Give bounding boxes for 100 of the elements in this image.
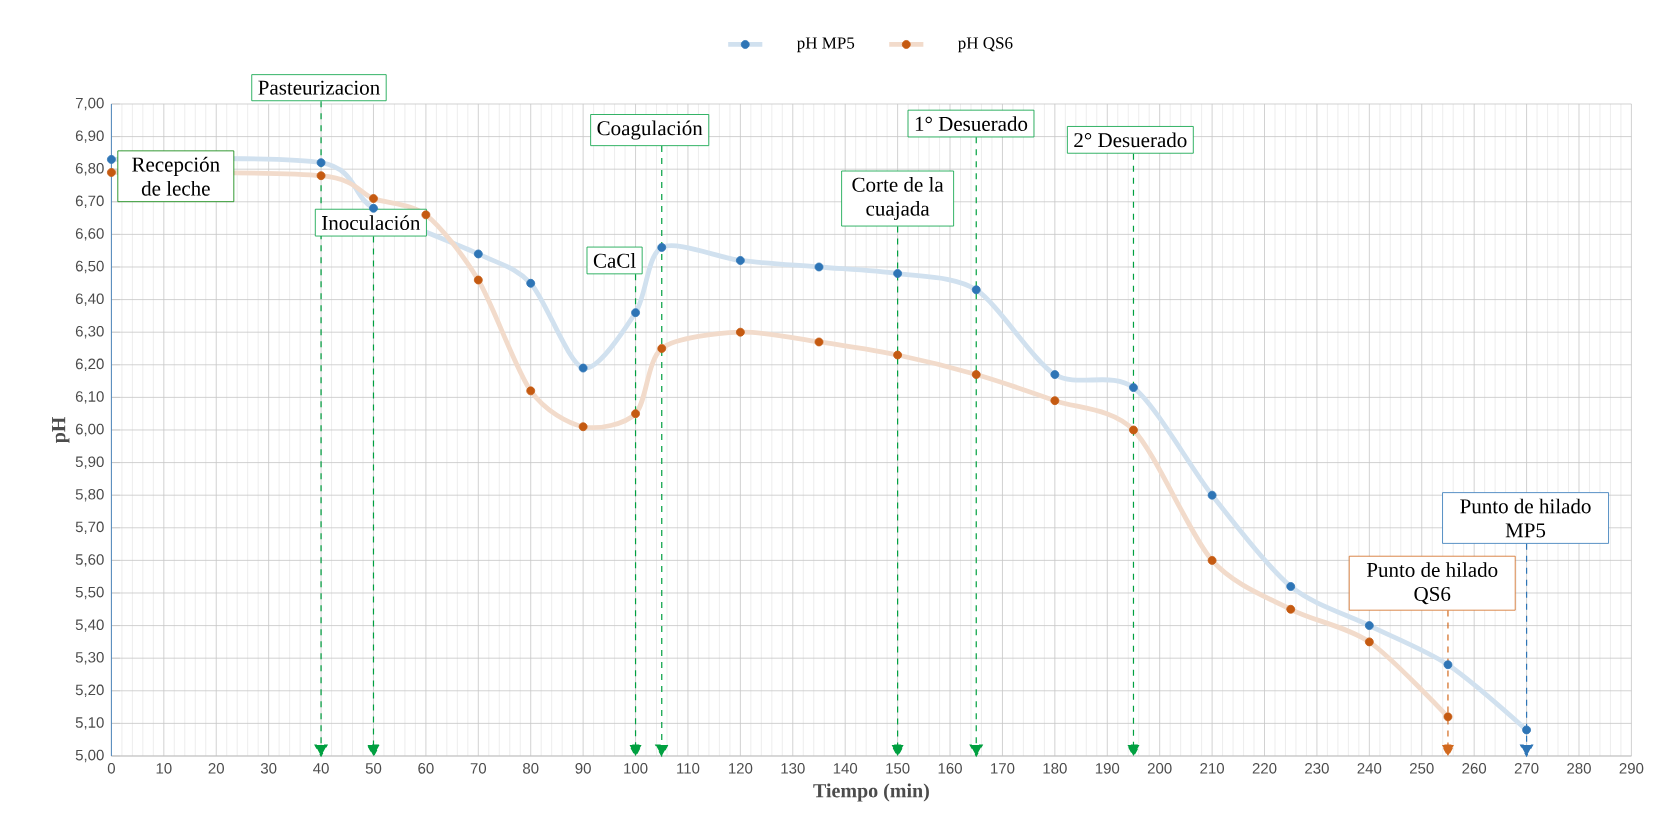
x-tick-label: 100 (624, 763, 648, 774)
x-tick-label: 70 (470, 763, 487, 774)
point (1364, 621, 1374, 630)
y-tick-label: 6,40 (75, 293, 104, 306)
y-tick-label: 6,30 (75, 325, 104, 339)
y-tick-label: 6,90 (75, 130, 104, 143)
x-tick-label: 110 (677, 763, 700, 774)
point (107, 155, 116, 164)
legend-label: pH MP5 (797, 37, 855, 53)
point (1443, 660, 1453, 670)
point (893, 350, 903, 360)
x-tick-label: 0 (107, 763, 115, 774)
x-tick-label: 140 (833, 763, 858, 774)
point (1207, 490, 1217, 500)
legend-label: pH QS6 (958, 37, 1013, 53)
point (421, 210, 431, 220)
x-axis-title: Tiempo (min) (813, 783, 929, 802)
point (578, 363, 588, 373)
point (1364, 637, 1374, 647)
point (578, 422, 588, 432)
y-axis-title: pH (52, 416, 70, 444)
annotation: Recepción de leche (132, 156, 220, 196)
point (735, 256, 745, 265)
y-tick-label: 5,10 (75, 717, 104, 730)
y-tick-label: 5,60 (75, 554, 104, 567)
y-tick-label: 5,70 (75, 521, 104, 534)
y-tick-label: 5,40 (75, 619, 104, 632)
y-tick-label: 5,50 (75, 586, 104, 600)
ref-line-label: 1° Desuerado (915, 116, 1028, 131)
x-tick-label: 170 (991, 763, 1015, 774)
x-tick-label: 260 (1462, 763, 1487, 774)
x-tick-label: 130 (781, 763, 805, 774)
x-tick-label: 250 (1409, 763, 1434, 774)
x-tick-label: 120 (728, 763, 753, 774)
x-tick-label: 210 (1200, 763, 1225, 774)
point (369, 194, 378, 203)
y-tick-label: 5,00 (75, 749, 104, 763)
x-tick-label: 150 (886, 763, 910, 774)
point (526, 386, 536, 396)
y-tick-label: 6,10 (75, 391, 104, 404)
y-tick-label: 6,20 (75, 358, 104, 371)
x-tick-label: 200 (1147, 763, 1172, 774)
point (1286, 582, 1296, 591)
ref-line-label: Punto de hilado QS6 (1366, 562, 1498, 605)
ref-line-label: Punto de hilado MP5 (1460, 498, 1591, 538)
ref-line-label: Pasteurizacion (258, 80, 380, 95)
x-tick-label: 50 (365, 763, 382, 774)
x-tick-label: 290 (1619, 763, 1644, 774)
ref-line-label: 2° Desuerado (1074, 132, 1187, 148)
x-tick-label: 60 (418, 763, 434, 774)
x-tick-label: 270 (1514, 763, 1539, 774)
point (657, 344, 667, 353)
point (316, 158, 326, 168)
point (1286, 604, 1296, 614)
point (1207, 555, 1217, 565)
y-tick-label: 5,30 (75, 651, 104, 665)
point (971, 285, 981, 295)
x-tick-label: 10 (156, 763, 172, 774)
point (1050, 396, 1060, 406)
ref-line-label: Inoculación (322, 215, 421, 231)
x-tick-label: 230 (1305, 763, 1329, 774)
point (1050, 370, 1060, 379)
x-tick-label: 30 (260, 763, 277, 774)
x-tick-label: 160 (938, 763, 962, 774)
point (631, 409, 640, 419)
x-tick-label: 240 (1357, 763, 1382, 774)
x-tick-label: 20 (208, 763, 224, 774)
point (893, 269, 903, 278)
y-tick-label: 5,80 (75, 488, 104, 502)
point (1443, 712, 1453, 722)
point (814, 262, 824, 272)
y-tick-label: 7,00 (75, 97, 104, 111)
point (631, 308, 640, 318)
ref-line-label: Coagulación (597, 120, 703, 140)
point (1129, 425, 1138, 435)
point (1522, 725, 1531, 735)
point (316, 171, 326, 181)
point (1129, 383, 1138, 393)
x-tick-label: 190 (1095, 763, 1120, 774)
y-tick-label: 6,80 (75, 162, 104, 176)
y-tick-label: 6,00 (75, 423, 104, 437)
point (814, 337, 824, 347)
x-tick-label: 280 (1567, 763, 1591, 774)
x-tick-label: 90 (575, 763, 591, 774)
point (526, 278, 536, 288)
ref-line-label: CaCl (593, 253, 636, 268)
x-tick-label: 220 (1252, 763, 1277, 774)
y-tick-label: 6,50 (75, 260, 104, 274)
point (735, 327, 745, 337)
point (107, 168, 116, 177)
x-tick-label: 180 (1043, 763, 1067, 774)
point (369, 203, 378, 213)
y-tick-label: 5,20 (75, 684, 104, 697)
x-tick-label: 40 (313, 763, 329, 774)
point (473, 249, 483, 259)
point (473, 275, 483, 285)
y-tick-label: 6,60 (75, 228, 104, 241)
point (657, 243, 667, 252)
ref-line-label: Corte de la cuajada (852, 177, 944, 221)
point (971, 370, 981, 379)
